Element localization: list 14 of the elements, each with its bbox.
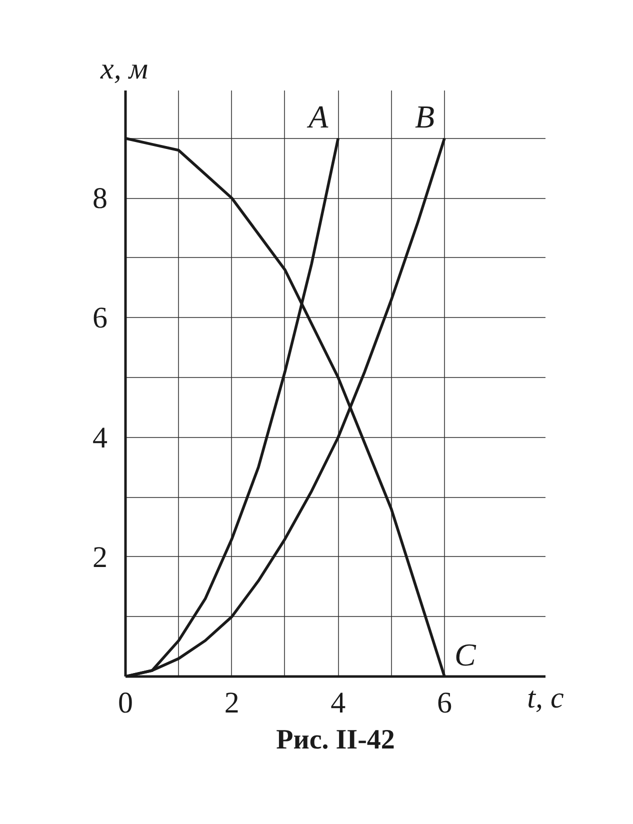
x-tick-label: 6 xyxy=(436,686,452,720)
text: Рис. II-42 xyxy=(276,724,395,756)
y-tick-label: 2 xyxy=(92,540,108,574)
series-label: A xyxy=(306,98,329,134)
y-axis-title: x, м xyxy=(100,52,148,86)
series-label: B xyxy=(414,98,434,134)
x-axis-title: t, с xyxy=(527,682,564,714)
y-tick-label: 8 xyxy=(92,182,108,216)
series-label: C xyxy=(454,636,476,672)
x-tick-label: 4 xyxy=(330,686,346,720)
x-tick-label: 2 xyxy=(224,686,240,720)
y-tick-label: 4 xyxy=(92,421,108,454)
x-tick-label: 0 xyxy=(118,686,133,720)
y-tick-label: 6 xyxy=(92,302,108,335)
